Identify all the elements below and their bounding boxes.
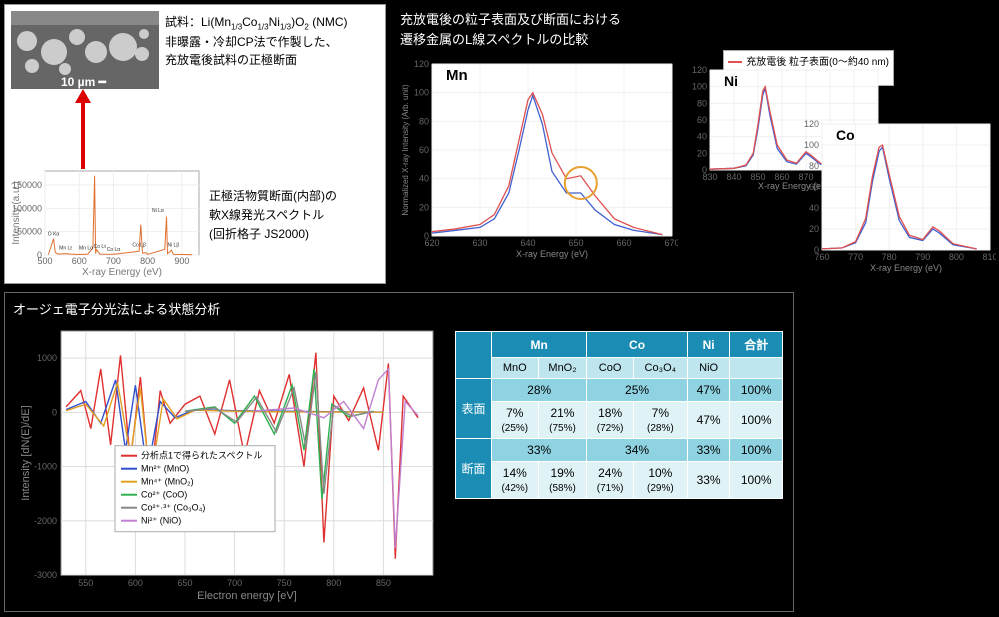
sample-panel: 10 µm ━ 試料：Li(Mn1/3Co1/3Ni1/3)O2 (NMC)非曝… (4, 4, 386, 284)
svg-text:600: 600 (128, 578, 143, 588)
sample-description: 試料：Li(Mn1/3Co1/3Ni1/3)O2 (NMC)非曝露・冷却CP法で… (165, 13, 381, 69)
aes-title: オージェ電子分光法による状態分析 (13, 299, 220, 318)
sem-image: 10 µm ━ (11, 11, 159, 89)
svg-text:Ni Lα: Ni Lα (152, 208, 164, 214)
svg-text:770: 770 (848, 252, 863, 262)
svg-text:X-ray Energy (eV): X-ray Energy (eV) (516, 249, 588, 259)
svg-text:Co Lα: Co Lα (107, 247, 121, 253)
svg-text:Mn Lℓ: Mn Lℓ (59, 245, 72, 251)
svg-text:100: 100 (692, 82, 707, 92)
svg-text:20: 20 (419, 202, 429, 212)
svg-text:120: 120 (414, 59, 429, 69)
svg-text:60: 60 (697, 115, 707, 125)
svg-text:840: 840 (726, 172, 741, 182)
svg-text:1000: 1000 (37, 353, 57, 363)
svg-text:20: 20 (809, 224, 819, 234)
svg-text:Mn²⁺ (MnO): Mn²⁺ (MnO) (141, 464, 189, 474)
svg-text:800: 800 (949, 252, 964, 262)
svg-text:Co²⁺·³⁺ (Co₃O₄): Co²⁺·³⁺ (Co₃O₄) (141, 503, 205, 513)
svg-text:Co Lβ: Co Lβ (132, 243, 146, 249)
svg-text:100: 100 (804, 140, 819, 150)
svg-text:Mn Lα: Mn Lα (79, 245, 93, 251)
svg-text:600: 600 (72, 256, 87, 266)
svg-text:120: 120 (804, 119, 819, 129)
svg-text:0: 0 (702, 165, 707, 175)
svg-text:630: 630 (472, 238, 487, 248)
svg-text:Mn⁴⁺ (MnO₂): Mn⁴⁺ (MnO₂) (141, 477, 194, 487)
svg-text:750: 750 (277, 578, 292, 588)
svg-text:0: 0 (424, 231, 429, 241)
svg-text:Ni: Ni (724, 73, 738, 89)
svg-text:Co²⁺ (CoO): Co²⁺ (CoO) (141, 490, 187, 500)
svg-text:40: 40 (809, 203, 819, 213)
svg-text:80: 80 (809, 161, 819, 171)
svg-text:120: 120 (692, 65, 707, 75)
svg-text:0: 0 (52, 407, 57, 417)
svg-text:0: 0 (37, 250, 42, 260)
svg-text:100: 100 (414, 88, 429, 98)
svg-text:900: 900 (174, 256, 189, 266)
comparison-panel: 充放電後の粒子表面及び断面における遷移金属のL線スペクトルの比較 充放電後 粒子… (392, 4, 994, 284)
svg-text:-1000: -1000 (34, 462, 57, 472)
svg-text:X-ray Energy (eV): X-ray Energy (eV) (870, 263, 942, 273)
svg-text:790: 790 (915, 252, 930, 262)
svg-text:分析点1で得られたスペクトル: 分析点1で得られたスペクトル (141, 450, 262, 461)
svg-text:810: 810 (982, 252, 996, 262)
svg-text:700: 700 (227, 578, 242, 588)
svg-text:0: 0 (814, 245, 819, 255)
svg-text:40: 40 (697, 132, 707, 142)
comparison-title: 充放電後の粒子表面及び断面における遷移金属のL線スペクトルの比較 (400, 10, 621, 49)
composition-data-table: MnCoNi合計MnOMnO₂CoOCo₃O₄NiO表面28%25%47%100… (455, 331, 783, 499)
svg-text:-3000: -3000 (34, 570, 57, 580)
co-spectrum-chart: 760770780790800810020406080100120CoCo Lα… (798, 116, 996, 274)
aes-panel: オージェ電子分光法による状態分析 550 600 650 700 750 800 850 -3… (4, 292, 794, 612)
scale-bar: 10 µm ━ (61, 75, 105, 89)
svg-text:20: 20 (697, 148, 707, 158)
svg-text:Intensity [dN(E)/dE]: Intensity [dN(E)/dE] (20, 405, 32, 500)
svg-text:800: 800 (326, 578, 341, 588)
svg-text:650: 650 (177, 578, 192, 588)
svg-text:850: 850 (376, 578, 391, 588)
svg-text:X-ray Energy (eV): X-ray Energy (eV) (82, 267, 162, 277)
svg-text:670: 670 (664, 238, 678, 248)
svg-text:640: 640 (520, 238, 535, 248)
mn-spectrum-chart: 620630640650660670020406080100120MnMn Lα… (398, 56, 678, 260)
svg-text:80: 80 (419, 116, 429, 126)
svg-text:800: 800 (140, 256, 155, 266)
svg-text:60: 60 (809, 182, 819, 192)
svg-text:-2000: -2000 (34, 516, 57, 526)
svg-text:40: 40 (419, 174, 429, 184)
composition-table: MnCoNi合計MnOMnO₂CoOCo₃O₄NiO表面28%25%47%100… (455, 331, 783, 499)
svg-text:Intensity (a.u.): Intensity (a.u.) (11, 181, 22, 244)
xray-chart-description: 正極活物質断面(内部)の軟X線発光スペクトル(回折格子 JS2000) (209, 187, 383, 245)
svg-text:550: 550 (78, 578, 93, 588)
svg-text:80: 80 (697, 98, 707, 108)
svg-text:700: 700 (106, 256, 121, 266)
svg-text:650: 650 (568, 238, 583, 248)
svg-text:Normalized X-ray Intensity (Ar: Normalized X-ray Intensity (Arb. unit) (401, 84, 410, 215)
svg-text:Electron energy [eV]: Electron energy [eV] (197, 590, 297, 602)
xray-spectrum-chart: 500600700800900050000100000150000O KαMn … (11, 165, 203, 277)
arrow-up-icon (75, 89, 91, 169)
svg-text:Ni²⁺ (NiO): Ni²⁺ (NiO) (141, 516, 181, 526)
svg-text:Co Lℓ: Co Lℓ (94, 244, 107, 250)
svg-text:O Kα: O Kα (48, 231, 60, 237)
svg-text:660: 660 (616, 238, 631, 248)
svg-text:Ni Lβ: Ni Lβ (167, 243, 179, 249)
svg-text:780: 780 (882, 252, 897, 262)
svg-text:60: 60 (419, 145, 429, 155)
svg-text:Mn: Mn (446, 67, 468, 84)
svg-text:Co: Co (836, 127, 855, 143)
aes-spectrum-chart: 550 600 650 700 750 800 850 -3000 -2000 -1000 0 100… (17, 323, 439, 603)
